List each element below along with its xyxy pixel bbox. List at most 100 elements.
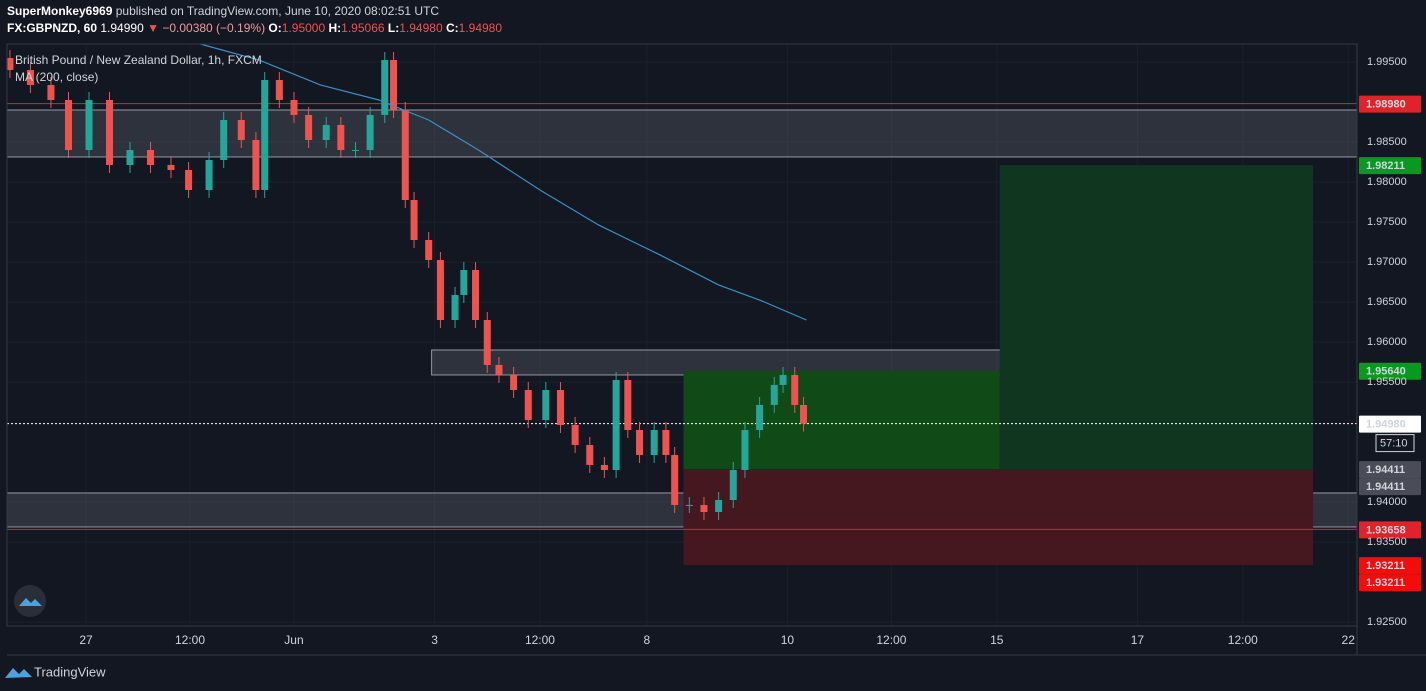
candle-body	[351, 150, 359, 151]
y-tick-label: 1.98500	[1367, 136, 1407, 148]
price-labels: 1.98980 1.98211 1.95640 1.94980 57:10 1.94411…	[1359, 95, 1421, 592]
candle-body	[571, 424, 579, 445]
price-label: 1.94411	[1366, 464, 1405, 476]
x-tick-label: 22	[1342, 633, 1356, 647]
footer-logo	[5, 668, 32, 678]
plot-area	[6, 43, 1358, 626]
y-tick-label: 1.97000	[1367, 256, 1407, 268]
candle-body	[756, 404, 764, 430]
price-label-box	[1359, 574, 1421, 592]
candle-body	[612, 380, 620, 470]
candle-body	[741, 430, 749, 470]
candle-body	[800, 404, 808, 424]
x-tick-label: 8	[644, 633, 651, 647]
moving-average	[200, 43, 807, 321]
x-tick-label: 3	[431, 633, 438, 647]
candle-body	[685, 504, 693, 506]
candle-body	[252, 140, 260, 190]
candle-body	[542, 390, 550, 420]
candle-body	[126, 150, 134, 165]
zone	[683, 469, 1314, 566]
countdown: 57:10	[1380, 438, 1408, 450]
candle-body	[729, 470, 737, 500]
price-label-box	[1359, 461, 1421, 479]
candle-body	[237, 120, 245, 140]
candle-body	[390, 60, 398, 110]
candle-body	[779, 374, 787, 385]
candle-body	[261, 80, 269, 190]
candle-body	[337, 124, 345, 150]
candle-body	[275, 80, 283, 100]
y-tick-label: 1.95500	[1367, 376, 1407, 388]
y-tick-label: 1.96500	[1367, 296, 1407, 308]
candle-body	[167, 164, 175, 170]
candle-body	[556, 390, 564, 425]
candle-body	[6, 58, 14, 70]
y-tick-label: 1.93500	[1367, 536, 1407, 548]
price-label: 1.93658	[1366, 524, 1406, 536]
candle-body	[524, 390, 532, 420]
tv-badge[interactable]	[14, 585, 46, 617]
candle-body	[146, 150, 154, 165]
ohlc-value: 1.94980	[459, 21, 503, 35]
ohlc-value: 1.94980	[399, 21, 443, 35]
x-tick-label: 12:00	[175, 633, 205, 647]
candle-body	[624, 380, 632, 430]
candle-body	[366, 114, 374, 150]
candle-body	[290, 100, 298, 115]
candle-body	[495, 364, 503, 375]
badge-icon	[19, 598, 42, 606]
x-tick-label: 10	[781, 633, 795, 647]
zone	[999, 165, 1314, 470]
badge-circle[interactable]	[14, 585, 46, 617]
candle-body	[700, 504, 708, 512]
change: −0.00380 (−0.19%)	[162, 21, 265, 35]
price-label: 1.93211	[1366, 577, 1405, 589]
x-tick-label: Jun	[284, 633, 303, 647]
change-arrow: ▼	[147, 21, 159, 35]
price-label-box	[1359, 157, 1421, 175]
ohlc-label: H:	[329, 21, 342, 35]
candle-body	[47, 84, 55, 100]
price-label-box	[1359, 521, 1421, 539]
price-label-box	[1359, 95, 1421, 113]
price-label: 1.93211	[1366, 560, 1405, 572]
y-tick-label: 1.92500	[1367, 616, 1407, 628]
candle-body	[220, 120, 228, 160]
footer-brand: TradingView	[34, 664, 106, 679]
header-line: SuperMonkey6969 published on TradingView…	[7, 4, 439, 18]
candle-body	[460, 270, 468, 295]
price-label-box	[1359, 362, 1421, 380]
candle-body	[770, 384, 778, 405]
countdown-box	[1375, 434, 1415, 453]
candle-body	[185, 170, 193, 190]
candle-body	[410, 200, 418, 240]
ohlc-value: 1.95066	[341, 21, 385, 35]
candle-body	[510, 374, 518, 390]
ohlc-label: O:	[268, 21, 281, 35]
price-label-box	[1359, 478, 1421, 496]
candle-body	[105, 100, 113, 165]
candle-body	[791, 374, 799, 405]
price-label: 1.95640	[1366, 366, 1406, 378]
y-tick-label: 1.94000	[1367, 496, 1407, 508]
last-price: 1.94990	[100, 21, 144, 35]
candle-body	[205, 160, 213, 190]
author: SuperMonkey6969	[7, 4, 113, 18]
price-label-box	[1359, 557, 1421, 575]
y-tick-label: 1.99500	[1367, 56, 1407, 68]
x-tick-label: 12:00	[525, 633, 555, 647]
indicator-legend: MA (200, close)	[15, 70, 98, 84]
candle-body	[64, 100, 72, 150]
x-tick-label: 15	[990, 633, 1004, 647]
candle-body	[305, 114, 313, 140]
price-label: 1.94411	[1366, 481, 1405, 493]
price-label-box	[1359, 415, 1421, 433]
candle-body	[600, 464, 608, 470]
x-tick-label: 12:00	[1228, 633, 1258, 647]
candle-body	[636, 430, 644, 455]
ohlc-label: L:	[388, 21, 399, 35]
candle-body	[586, 444, 594, 465]
candle-body	[26, 70, 34, 85]
zone	[6, 109, 1358, 158]
